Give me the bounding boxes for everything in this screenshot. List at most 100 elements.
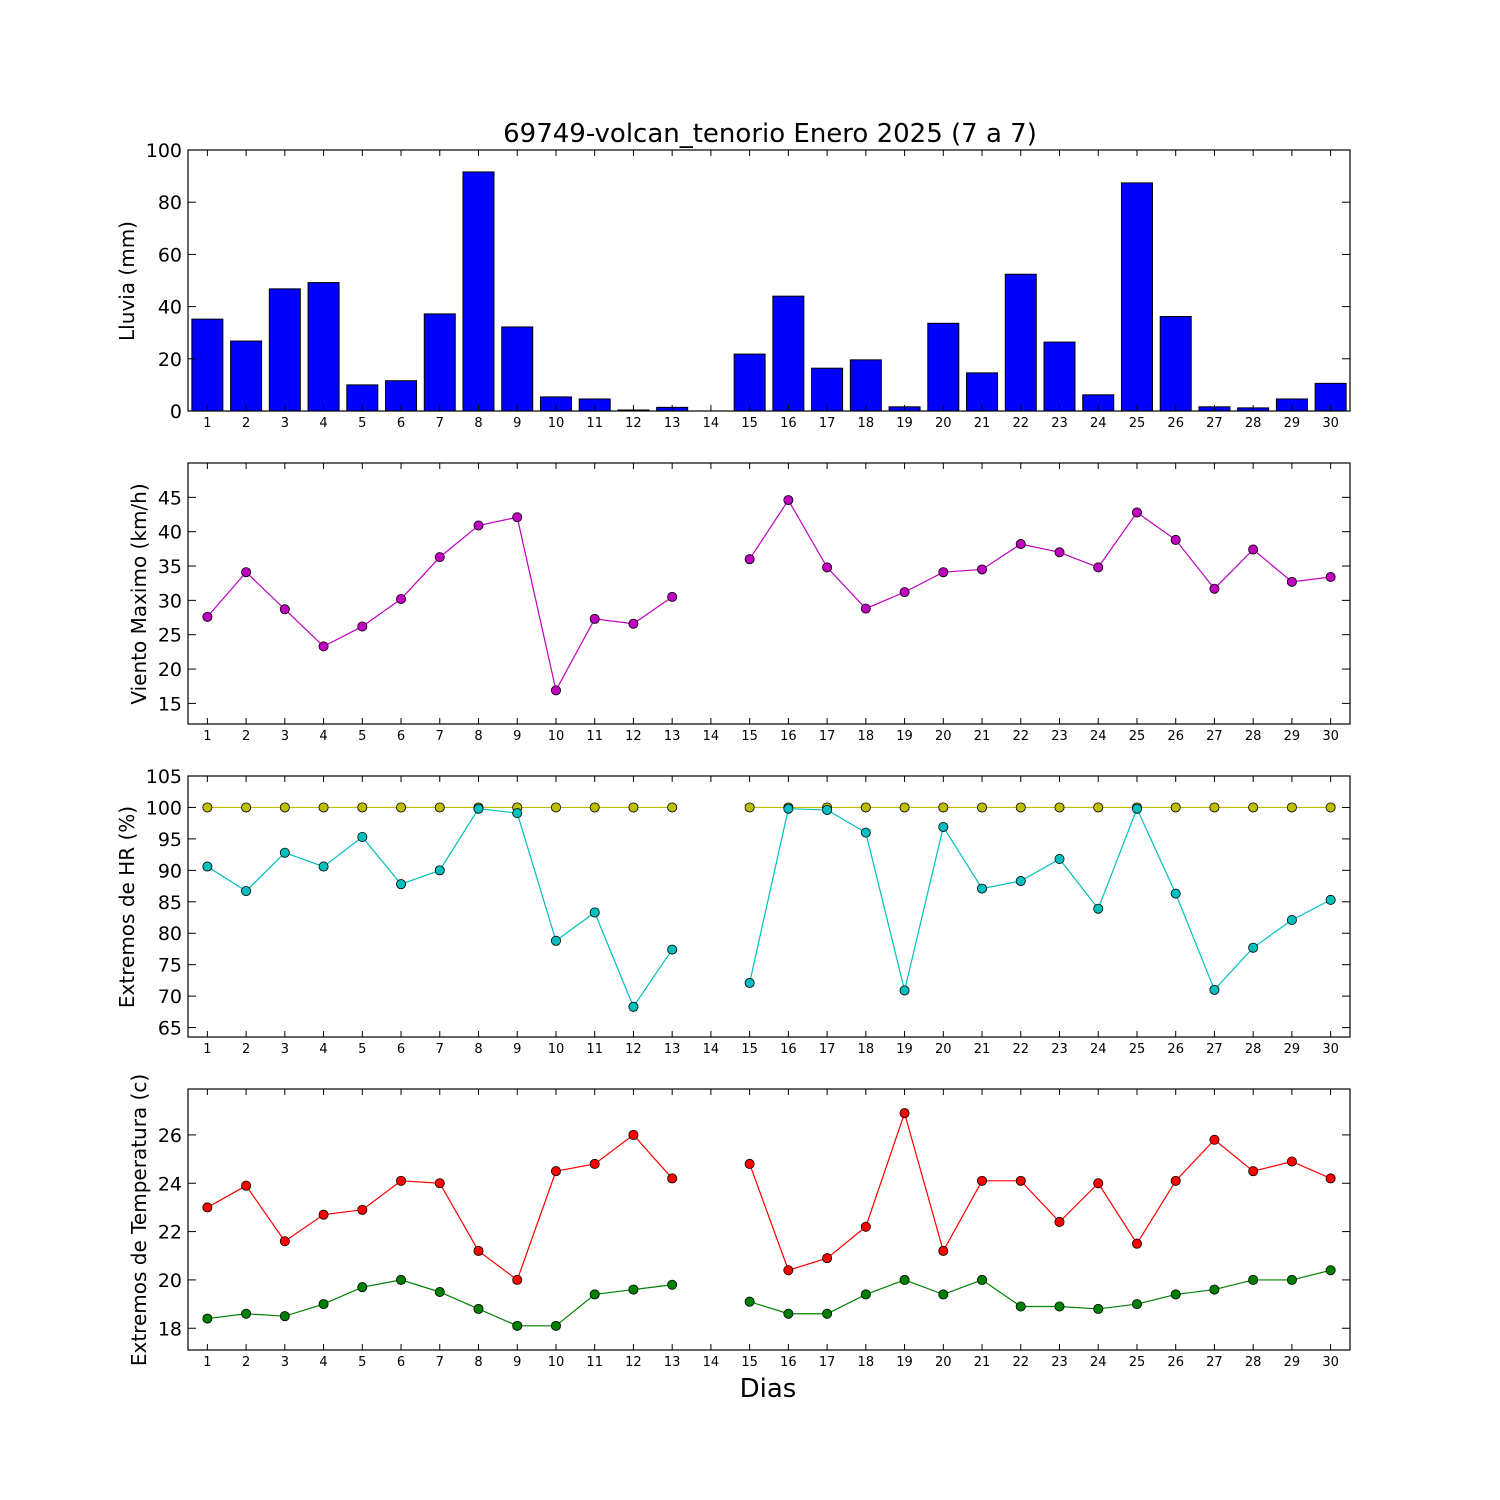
temperature-series-0-point-day-23 [1054,1216,1065,1227]
humidity-xtick-label: 1 [203,1042,211,1057]
wind-series-0-line-0 [206,516,673,693]
humidity-ytick-label: 65 [158,1018,182,1040]
humidity-xtick-label: 26 [1167,1042,1184,1057]
rain-plot-frame [187,149,1351,412]
temperature-ytick-label: 20 [158,1270,182,1292]
humidity-xtick-label: 15 [741,1042,758,1057]
temperature-series-0-point-day-24 [1093,1178,1104,1189]
temperature-xtick-label: 21 [974,1355,991,1370]
wind-xtick-label: 19 [896,729,913,744]
temperature-series-0-point-day-8 [473,1245,484,1256]
wind-xtick-label: 22 [1012,729,1029,744]
humidity-series-0-point-day-12 [628,802,639,813]
rain-bar-day-23 [1043,341,1076,412]
wind-xtick-label: 20 [935,729,952,744]
humidity-xtick-label: 4 [319,1042,327,1057]
wind-xtick-label: 29 [1284,729,1301,744]
humidity-series-0-point-day-20 [938,802,949,813]
rain-bar-day-18 [849,359,882,412]
wind-xtick-label: 24 [1090,729,1107,744]
wind-xtick-label: 5 [358,729,366,744]
humidity-series-1-point-day-8 [473,803,484,814]
humidity-xtick-label: 14 [703,1042,720,1057]
temperature-xtick-label: 3 [281,1355,289,1370]
humidity-series-0-point-day-7 [434,802,445,813]
wind-xtick-label: 23 [1051,729,1068,744]
humidity-series-0-point-day-13 [667,802,678,813]
wind-series-0-point-day-17 [822,562,833,573]
humidity-series-1-point-day-17 [822,804,833,815]
humidity-series-1-point-day-12 [628,1001,639,1012]
wind-series-0-point-day-1 [202,611,213,622]
rain-ytick-label: 0 [170,401,182,423]
rain-xtick-label: 9 [513,416,521,431]
humidity-xtick-label: 28 [1245,1042,1262,1057]
temperature-series-1-point-day-26 [1170,1289,1181,1300]
rain-xtick-label: 22 [1012,416,1029,431]
humidity-series-1-point-day-13 [667,944,678,955]
humidity-series-1-point-day-15 [744,977,755,988]
rain-xtick-label: 20 [935,416,952,431]
humidity-xtick-label: 2 [242,1042,250,1057]
temperature-xtick-label: 1 [203,1355,211,1370]
humidity-xtick-label: 3 [281,1042,289,1057]
temperature-series-0-point-day-21 [977,1175,988,1186]
wind-series-0-point-day-30 [1325,572,1336,583]
rain-bar-day-20 [927,322,960,412]
humidity-series-1-point-day-29 [1286,915,1297,926]
wind-series-0-point-day-22 [1015,539,1026,550]
chart-title: 69749-volcan_tenorio Enero 2025 (7 a 7) [503,119,1037,149]
wind-series-0-point-day-18 [860,603,871,614]
temperature-xtick-label: 28 [1245,1355,1262,1370]
wind-series-0-point-day-7 [434,552,445,563]
temperature-xtick-label: 13 [664,1355,681,1370]
temperature-xtick-label: 24 [1090,1355,1107,1370]
temperature-series-0-point-day-13 [667,1173,678,1184]
wind-xtick-label: 1 [203,729,211,744]
rain-ytick-label: 20 [158,349,182,371]
temperature-series-1-point-day-12 [628,1284,639,1295]
humidity-series-1-point-day-2 [241,886,252,897]
temperature-series-0-point-day-11 [589,1158,600,1169]
rain-bar-day-7 [423,313,456,412]
wind-xtick-label: 14 [703,729,720,744]
temperature-series-0-point-day-9 [512,1274,523,1285]
humidity-series-1-point-day-7 [434,865,445,876]
temperature-series-0-point-day-25 [1131,1238,1142,1249]
temperature-xtick-label: 5 [358,1355,366,1370]
humidity-ytick-label: 105 [146,766,182,788]
humidity-xtick-label: 9 [513,1042,521,1057]
temperature-series-1-point-day-6 [396,1274,407,1285]
wind-series-0-point-day-28 [1248,544,1259,555]
humidity-series-1-point-day-22 [1015,876,1026,887]
wind-ytick-label: 15 [158,693,182,715]
humidity-series-1-point-day-26 [1170,888,1181,899]
wind-series-0-point-day-5 [357,621,368,632]
humidity-series-1-point-day-4 [318,861,329,872]
humidity-xtick-label: 10 [548,1042,565,1057]
temperature-xtick-label: 20 [935,1355,952,1370]
temperature-ytick-label: 18 [158,1318,182,1340]
humidity-xtick-label: 29 [1284,1042,1301,1057]
rain-bar-day-15 [733,353,766,412]
temperature-xtick-label: 29 [1284,1355,1301,1370]
temperature-xtick-label: 10 [548,1355,565,1370]
wind-series-0-point-day-19 [899,587,910,598]
rain-xtick-label: 5 [358,416,366,431]
rain-xtick-label: 13 [664,416,681,431]
wind-series-0-point-day-11 [589,613,600,624]
rain-ytick-label: 40 [158,297,182,319]
temperature-series-1-point-day-16 [783,1308,794,1319]
wind-series-0-point-day-12 [628,618,639,629]
temperature-series-1-line-1 [749,1269,1331,1315]
humidity-series-1-point-day-16 [783,803,794,814]
temperature-series-0-point-day-22 [1015,1175,1026,1186]
wind-series-0-point-day-4 [318,641,329,652]
rain-xtick-label: 14 [703,416,720,431]
humidity-xtick-label: 18 [858,1042,875,1057]
temperature-series-1-point-day-29 [1286,1274,1297,1285]
temperature-series-1-point-day-13 [667,1279,678,1290]
humidity-xtick-label: 8 [474,1042,482,1057]
temperature-series-1-point-day-22 [1015,1301,1026,1312]
